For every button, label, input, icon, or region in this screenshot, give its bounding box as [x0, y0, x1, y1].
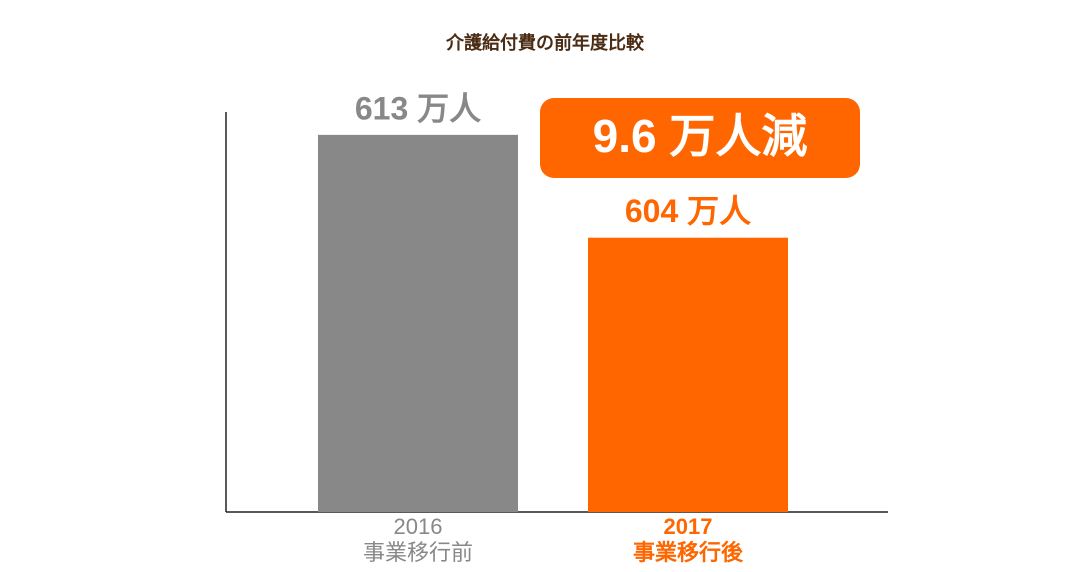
value-label: 613 万人 — [355, 90, 481, 126]
x-tick-label: 2016 — [394, 514, 443, 539]
x-tick-label: 事業移行後 — [633, 540, 744, 565]
bar — [588, 237, 788, 512]
chart-title: 介護給付費の前年度比較 — [445, 32, 645, 53]
bar — [318, 134, 518, 512]
x-tick-label: 2017 — [664, 514, 713, 539]
value-label: 604 万人 — [625, 193, 751, 229]
annotation: 9.6 万人減 — [593, 110, 808, 162]
x-tick-label: 事業移行前 — [363, 540, 473, 565]
annotation-box — [540, 98, 860, 178]
